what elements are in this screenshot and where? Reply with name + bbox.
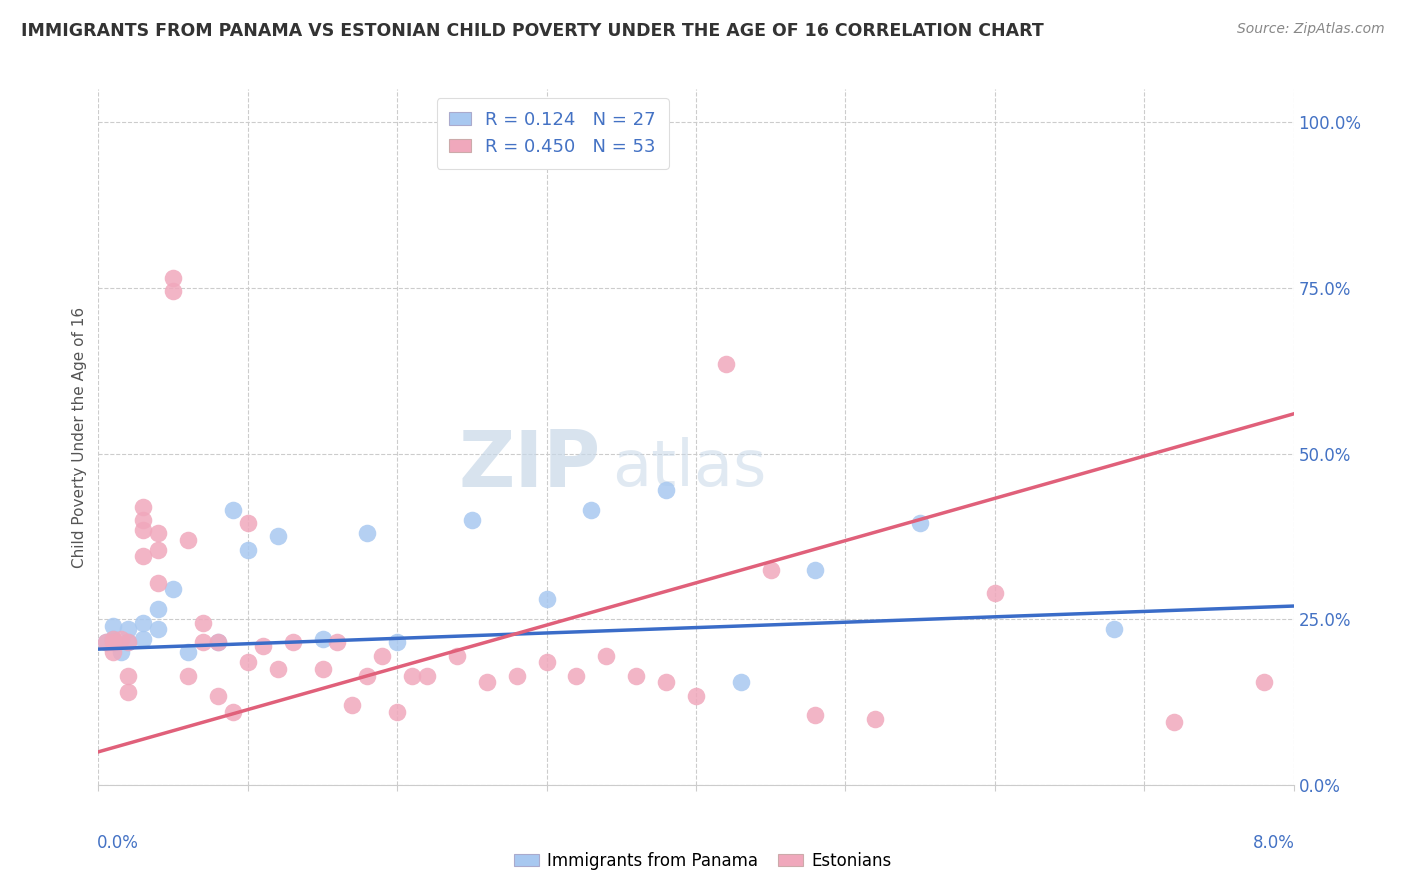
Point — [162, 285, 184, 299]
Point — [103, 632, 125, 647]
Point — [132, 615, 155, 630]
Point — [103, 645, 125, 659]
Point — [626, 668, 648, 682]
Point — [103, 632, 125, 647]
Point — [311, 662, 333, 676]
Point — [401, 668, 423, 682]
Point — [356, 526, 378, 541]
Point — [110, 645, 132, 659]
Point — [191, 635, 214, 649]
Point — [177, 645, 200, 659]
Point — [1104, 622, 1126, 636]
Point — [162, 582, 184, 597]
Point — [446, 648, 468, 663]
Point — [714, 357, 737, 371]
Point — [162, 271, 184, 285]
Text: IMMIGRANTS FROM PANAMA VS ESTONIAN CHILD POVERTY UNDER THE AGE OF 16 CORRELATION: IMMIGRANTS FROM PANAMA VS ESTONIAN CHILD… — [21, 22, 1043, 40]
Point — [506, 668, 529, 682]
Point — [132, 632, 155, 647]
Point — [1253, 675, 1275, 690]
Point — [356, 668, 378, 682]
Point — [148, 602, 170, 616]
Point — [207, 635, 229, 649]
Point — [148, 575, 170, 590]
Point — [655, 675, 678, 690]
Point — [371, 648, 394, 663]
Point — [281, 635, 304, 649]
Legend: Immigrants from Panama, Estonians: Immigrants from Panama, Estonians — [508, 846, 898, 877]
Point — [191, 615, 214, 630]
Point — [207, 635, 229, 649]
Point — [94, 635, 117, 649]
Point — [267, 529, 290, 543]
Point — [595, 648, 617, 663]
Point — [385, 635, 409, 649]
Point — [759, 563, 782, 577]
Point — [148, 542, 170, 557]
Point — [804, 708, 827, 723]
Point — [103, 635, 125, 649]
Point — [267, 662, 290, 676]
Text: 8.0%: 8.0% — [1253, 834, 1295, 852]
Point — [326, 635, 349, 649]
Point — [385, 705, 409, 719]
Point — [94, 635, 117, 649]
Point — [148, 526, 170, 541]
Point — [117, 685, 139, 699]
Point — [236, 516, 259, 531]
Point — [177, 533, 200, 547]
Point — [222, 705, 245, 719]
Point — [655, 483, 678, 497]
Point — [236, 656, 259, 670]
Point — [177, 668, 200, 682]
Point — [536, 656, 558, 670]
Point — [416, 668, 439, 682]
Point — [117, 635, 139, 649]
Text: Source: ZipAtlas.com: Source: ZipAtlas.com — [1237, 22, 1385, 37]
Point — [132, 500, 155, 514]
Point — [1163, 714, 1185, 729]
Text: atlas: atlas — [613, 437, 766, 500]
Point — [132, 513, 155, 527]
Point — [110, 632, 132, 647]
Point — [865, 712, 887, 726]
Point — [475, 675, 498, 690]
Point — [565, 668, 588, 682]
Point — [132, 549, 155, 564]
Legend: R = 0.124   N = 27, R = 0.450   N = 53: R = 0.124 N = 27, R = 0.450 N = 53 — [436, 98, 669, 169]
Point — [117, 635, 139, 649]
Point — [117, 668, 139, 682]
Point — [222, 503, 245, 517]
Y-axis label: Child Poverty Under the Age of 16: Child Poverty Under the Age of 16 — [72, 307, 87, 567]
Text: 0.0%: 0.0% — [97, 834, 139, 852]
Point — [536, 592, 558, 607]
Text: ZIP: ZIP — [458, 427, 600, 503]
Point — [984, 586, 1007, 600]
Point — [581, 503, 603, 517]
Point — [461, 513, 484, 527]
Point — [236, 542, 259, 557]
Point — [685, 689, 707, 703]
Point — [103, 619, 125, 633]
Point — [342, 698, 364, 713]
Point — [252, 639, 274, 653]
Point — [148, 622, 170, 636]
Point — [730, 675, 752, 690]
Point — [207, 689, 229, 703]
Point — [117, 622, 139, 636]
Point — [804, 563, 827, 577]
Point — [311, 632, 333, 647]
Point — [908, 516, 931, 531]
Point — [132, 523, 155, 537]
